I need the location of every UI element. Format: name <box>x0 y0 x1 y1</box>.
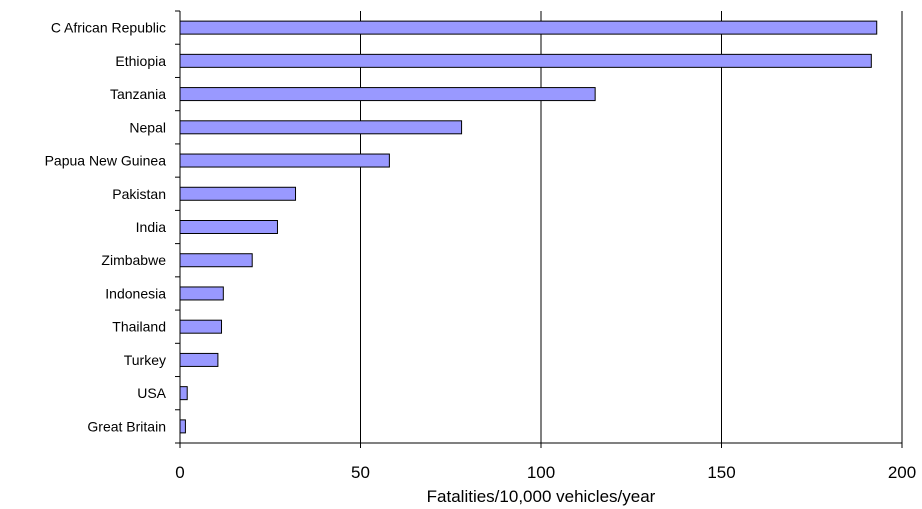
gridlines <box>360 11 903 443</box>
x-tick-label-0: 0 <box>175 463 184 482</box>
bar-great-britain <box>179 419 186 434</box>
axes <box>175 10 903 448</box>
category-label-zimbabwe: Zimbabwe <box>101 252 166 268</box>
category-label-turkey: Turkey <box>124 352 166 368</box>
bar-indonesia <box>179 286 224 301</box>
bars <box>179 20 878 434</box>
bar-turkey <box>179 352 219 367</box>
bar-pakistan <box>179 186 297 201</box>
x-tick-label-200: 200 <box>888 463 916 482</box>
bar-c-african-republic <box>179 20 878 35</box>
bar-ethiopia <box>179 53 872 68</box>
bar-zimbabwe <box>179 253 253 268</box>
x-tick-label-50: 50 <box>351 463 370 482</box>
bar-usa <box>179 386 188 401</box>
category-label-nepal: Nepal <box>129 119 166 135</box>
category-label-great-britain: Great Britain <box>87 418 166 434</box>
category-label-usa: USA <box>137 385 166 401</box>
category-label-india: India <box>136 219 167 235</box>
category-label-pakistan: Pakistan <box>112 186 166 202</box>
bar-thailand <box>179 319 223 334</box>
x-tick-label-150: 150 <box>707 463 735 482</box>
category-label-indonesia: Indonesia <box>105 285 166 301</box>
category-label-papua-new-guinea: Papua New Guinea <box>45 153 167 169</box>
bar-nepal <box>179 120 463 135</box>
category-labels: C African Republic Ethiopia Tanzania Nepal P… <box>45 20 167 435</box>
category-label-tanzania: Tanzania <box>110 86 166 102</box>
x-tick-label-100: 100 <box>527 463 555 482</box>
category-label-thailand: Thailand <box>112 319 166 335</box>
category-label-ethiopia: Ethiopia <box>115 53 166 69</box>
bar-papua-new-guinea <box>179 153 390 168</box>
x-axis-title: Fatalities/10,000 vehicles/year <box>427 487 656 506</box>
bar-tanzania <box>179 87 596 102</box>
x-tick-labels: 0 50 100 150 200 <box>175 463 916 482</box>
category-label-c-african-republic: C African Republic <box>51 20 166 36</box>
bar-india <box>179 220 278 234</box>
